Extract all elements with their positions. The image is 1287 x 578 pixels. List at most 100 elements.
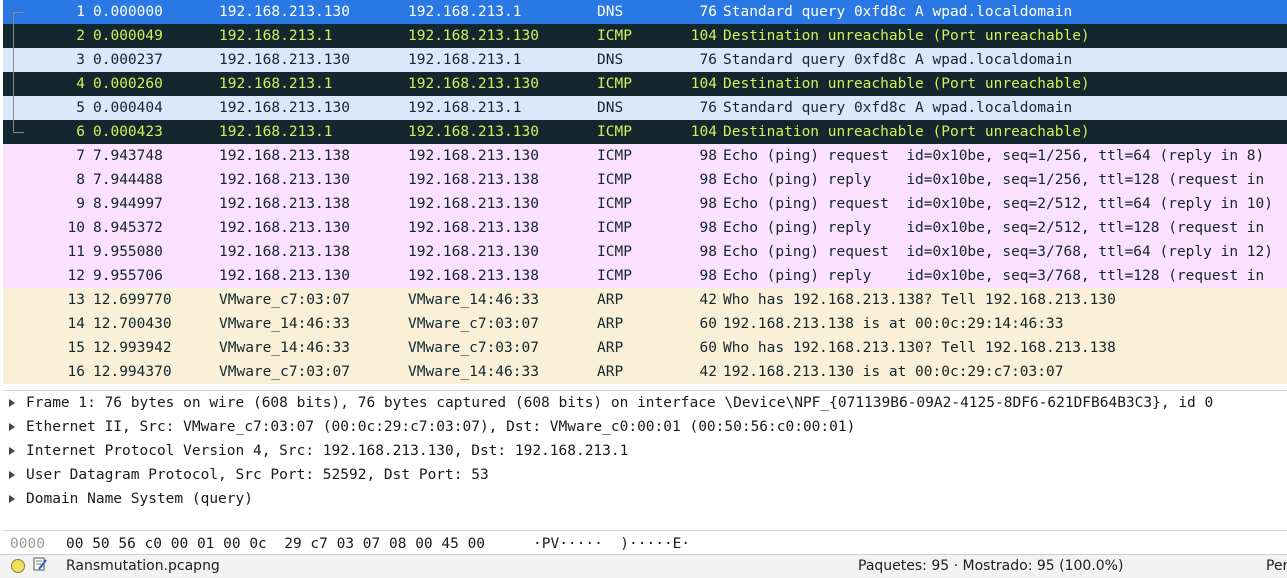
profile-label[interactable]: Perfil bbox=[1266, 558, 1287, 574]
detail-ethernet[interactable]: Ethernet II, Src: VMware_c7:03:07 (00:0c… bbox=[3, 415, 1287, 439]
detail-frame-label: Frame 1: 76 bytes on wire (608 bits), 76… bbox=[26, 395, 1214, 411]
bytes-ascii[interactable]: ·PV····· )·····E· bbox=[533, 536, 691, 552]
packet-protocol: DNS bbox=[597, 4, 624, 20]
packet-destination: 192.168.213.1 bbox=[408, 100, 522, 116]
bytes-hex[interactable]: 00 50 56 c0 00 01 00 0c 29 c7 03 07 08 0… bbox=[66, 536, 486, 552]
packet-length: 104 bbox=[690, 28, 717, 44]
packet-row[interactable]: 10 8.945372 192.168.213.130 192.168.213.138… bbox=[3, 216, 1287, 240]
packet-row[interactable]: 6 0.000423 192.168.213.1 192.168.213.130 ICM… bbox=[3, 120, 1287, 144]
detail-dns[interactable]: Domain Name System (query) bbox=[3, 487, 1287, 511]
packet-length: 76 bbox=[699, 100, 717, 116]
expand-arrow-icon[interactable] bbox=[9, 447, 15, 455]
packet-protocol: ICMP bbox=[597, 28, 632, 44]
packet-row[interactable]: 12 9.955706 192.168.213.130 192.168.213.138… bbox=[3, 264, 1287, 288]
packet-row[interactable]: 15 12.993942 VMware_14:46:33 VMware_c7:03:0… bbox=[3, 336, 1287, 360]
packet-source: 192.168.213.138 bbox=[219, 196, 350, 212]
packet-source: 192.168.213.130 bbox=[219, 172, 350, 188]
related-packet-bracket bbox=[13, 96, 24, 120]
packet-number: 3 bbox=[76, 52, 85, 68]
packet-protocol: ICMP bbox=[597, 124, 632, 140]
expert-info-indicator-icon[interactable] bbox=[11, 559, 25, 573]
packet-time: 12.994370 bbox=[93, 364, 172, 380]
packet-protocol: DNS bbox=[597, 100, 624, 116]
packet-source: 192.168.213.138 bbox=[219, 148, 350, 164]
packet-row[interactable]: 7 7.943748 192.168.213.138 192.168.213.130 I… bbox=[3, 144, 1287, 168]
packet-length: 98 bbox=[699, 196, 717, 212]
packet-protocol: ICMP bbox=[597, 268, 632, 284]
packet-details-pane[interactable]: Frame 1: 76 bytes on wire (608 bits), 76… bbox=[3, 390, 1287, 515]
packet-time: 0.000423 bbox=[93, 124, 163, 140]
packet-source: VMware_14:46:33 bbox=[219, 316, 350, 332]
packet-protocol: ICMP bbox=[597, 172, 632, 188]
packet-info: Standard query 0xfd8c A wpad.localdomain bbox=[723, 4, 1073, 20]
packet-destination: 192.168.213.130 bbox=[408, 76, 539, 92]
packet-destination: VMware_14:46:33 bbox=[408, 364, 539, 380]
packet-info: 192.168.213.138 is at 00:0c:29:14:46:33 bbox=[723, 316, 1064, 332]
packet-time: 0.000260 bbox=[93, 76, 163, 92]
packet-row[interactable]: 4 0.000260 192.168.213.1 192.168.213.130 ICM… bbox=[3, 72, 1287, 96]
packet-info: Destination unreachable (Port unreachabl… bbox=[723, 76, 1090, 92]
packet-length: 42 bbox=[699, 292, 717, 308]
packet-info: Standard query 0xfd8c A wpad.localdomain bbox=[723, 52, 1073, 68]
packet-source: 192.168.213.1 bbox=[219, 28, 333, 44]
detail-udp[interactable]: User Datagram Protocol, Src Port: 52592,… bbox=[3, 463, 1287, 487]
detail-ipv4[interactable]: Internet Protocol Version 4, Src: 192.16… bbox=[3, 439, 1287, 463]
capture-comment-icon[interactable] bbox=[33, 557, 47, 572]
packet-protocol: ICMP bbox=[597, 76, 632, 92]
packet-row[interactable]: 3 0.000237 192.168.213.130 192.168.213.1 DNS… bbox=[3, 48, 1287, 72]
packet-time: 12.699770 bbox=[93, 292, 172, 308]
packet-protocol: DNS bbox=[597, 52, 624, 68]
packet-source: 192.168.213.130 bbox=[219, 268, 350, 284]
packet-length: 98 bbox=[699, 244, 717, 260]
packet-row[interactable]: 8 7.944488 192.168.213.130 192.168.213.138 I… bbox=[3, 168, 1287, 192]
packet-row[interactable]: 14 12.700430 VMware_14:46:33 VMware_c7:03:0… bbox=[3, 312, 1287, 336]
detail-udp-label: User Datagram Protocol, Src Port: 52592,… bbox=[26, 467, 489, 483]
packet-destination: 192.168.213.130 bbox=[408, 124, 539, 140]
packet-length: 104 bbox=[690, 124, 717, 140]
packet-bytes-pane[interactable]: 0000 00 50 56 c0 00 01 00 0c 29 c7 03 07… bbox=[3, 530, 1287, 555]
expand-arrow-icon[interactable] bbox=[9, 423, 15, 431]
packet-destination: VMware_14:46:33 bbox=[408, 292, 539, 308]
packet-row[interactable]: 2 0.000049 192.168.213.1 192.168.213.130 ICM… bbox=[3, 24, 1287, 48]
packet-row[interactable]: 1 0.000000 192.168.213.130 192.168.213.1 DNS… bbox=[3, 0, 1287, 25]
packet-length: 98 bbox=[699, 148, 717, 164]
packet-protocol: ICMP bbox=[597, 244, 632, 260]
packet-time: 0.000404 bbox=[93, 100, 163, 116]
detail-frame[interactable]: Frame 1: 76 bytes on wire (608 bits), 76… bbox=[3, 391, 1287, 415]
packet-length: 60 bbox=[699, 316, 717, 332]
packet-count-status: Paquetes: 95 · Mostrado: 95 (100.0%) bbox=[858, 558, 1124, 574]
packet-destination: VMware_c7:03:07 bbox=[408, 316, 539, 332]
packet-source: 192.168.213.1 bbox=[219, 76, 333, 92]
related-packet-bracket bbox=[13, 12, 24, 25]
packet-time: 8.944997 bbox=[93, 196, 163, 212]
packet-row[interactable]: 5 0.000404 192.168.213.130 192.168.213.1 DNS… bbox=[3, 96, 1287, 120]
packet-number: 1 bbox=[76, 4, 85, 20]
expand-arrow-icon[interactable] bbox=[9, 399, 15, 407]
detail-ipv4-label: Internet Protocol Version 4, Src: 192.16… bbox=[26, 443, 629, 459]
packet-time: 7.943748 bbox=[93, 148, 163, 164]
packet-protocol: ICMP bbox=[597, 196, 632, 212]
packet-destination: 192.168.213.130 bbox=[408, 196, 539, 212]
packet-row[interactable]: 9 8.944997 192.168.213.138 192.168.213.130 I… bbox=[3, 192, 1287, 216]
packet-source: 192.168.213.1 bbox=[219, 124, 333, 140]
packet-list[interactable]: 1 0.000000 192.168.213.130 192.168.213.1 DNS… bbox=[3, 0, 1287, 388]
packet-row[interactable]: 13 12.699770 VMware_c7:03:07 VMware_14:46:3… bbox=[3, 288, 1287, 312]
packet-destination: 192.168.213.130 bbox=[408, 244, 539, 260]
expand-arrow-icon[interactable] bbox=[9, 471, 15, 479]
packet-time: 12.993942 bbox=[93, 340, 172, 356]
packet-length: 104 bbox=[690, 76, 717, 92]
packet-row[interactable]: 11 9.955080 192.168.213.138 192.168.213.130… bbox=[3, 240, 1287, 264]
packet-protocol: ARP bbox=[597, 364, 624, 380]
packet-protocol: ICMP bbox=[597, 220, 632, 236]
packet-destination: 192.168.213.138 bbox=[408, 268, 539, 284]
packet-time: 0.000237 bbox=[93, 52, 163, 68]
packet-row[interactable]: 16 12.994370 VMware_c7:03:07 VMware_14:46:3… bbox=[3, 360, 1287, 384]
packet-source: 192.168.213.138 bbox=[219, 244, 350, 260]
related-packet-bracket bbox=[13, 48, 24, 72]
packet-number: 11 bbox=[67, 244, 85, 260]
packet-number: 2 bbox=[76, 28, 85, 44]
expand-arrow-icon[interactable] bbox=[9, 495, 15, 503]
packet-number: 15 bbox=[67, 340, 85, 356]
packet-number: 12 bbox=[67, 268, 85, 284]
packet-length: 98 bbox=[699, 268, 717, 284]
